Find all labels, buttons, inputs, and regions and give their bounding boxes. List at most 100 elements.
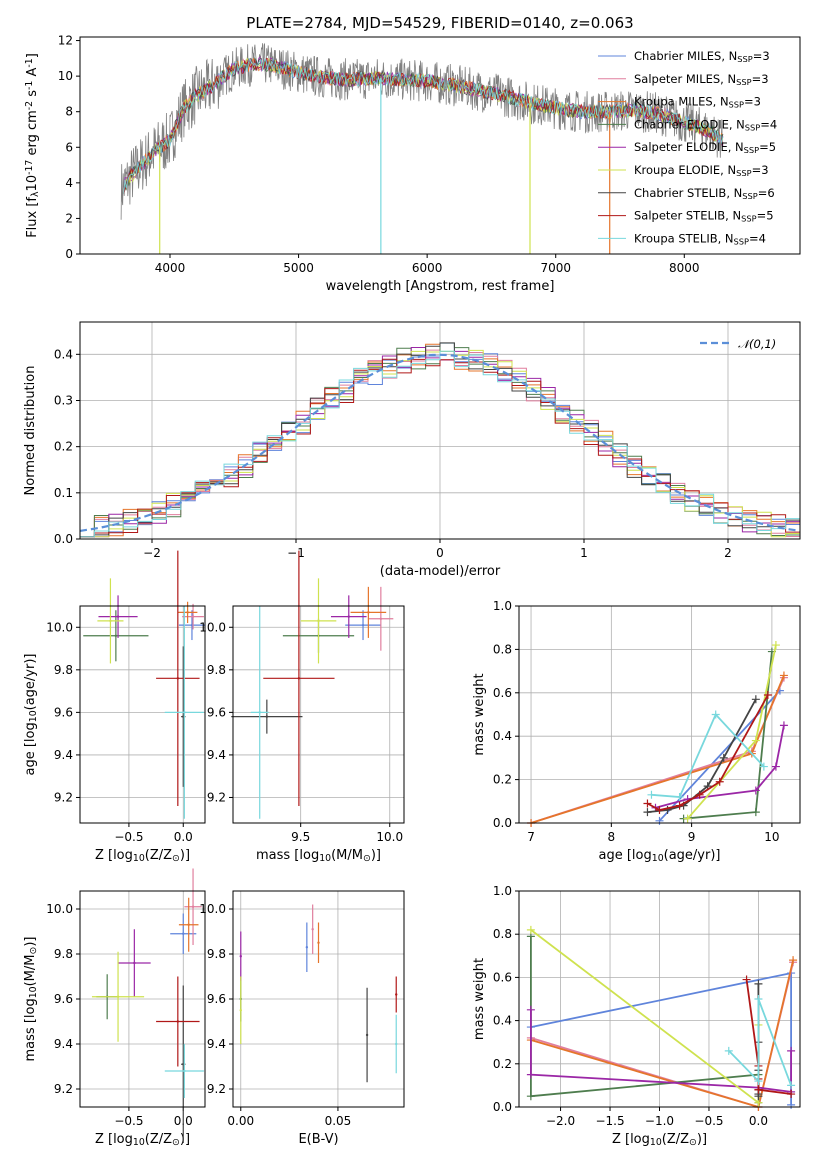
x-tick-label: −0.5 [114,830,143,844]
y-tick-label: 0.3 [54,393,73,407]
series-marker [742,975,751,984]
x-axis-label: E(B-V) [298,1132,338,1147]
data-point [395,993,398,996]
y-tick-label: 9.2 [54,790,73,804]
y-tick-label: 9.8 [54,947,73,961]
data-point [361,623,365,627]
series-marker [787,1081,796,1090]
series-marker [526,1070,535,1079]
series-marker [724,1046,733,1055]
series-marker [526,925,535,934]
series-marker [715,777,724,786]
series-marker [655,805,664,814]
y-tick-label: 10.0 [46,620,73,634]
data-point [365,1033,369,1037]
histogram-step [79,350,800,539]
y-tick-label: 0.8 [493,927,512,941]
legend-label: Chabrier ELODIE, NSSP=4 [634,117,777,132]
data-point [133,961,136,965]
series-marker [675,792,684,801]
series-marker [779,671,788,680]
series-line [651,712,765,798]
y-tick-label: 0.2 [493,1057,512,1071]
x-tick-label: 10.0 [376,830,403,844]
axes-frame [232,890,405,1108]
axes-frame [518,605,801,824]
y-axis-label: Flux [fλ10-17 erg cm-2 s-1 A-1] [24,53,41,238]
x-axis-label: Z [log10(Z/Z⊙)] [95,848,190,864]
series-line [728,998,792,1086]
series-marker [751,695,760,704]
y-tick-label: 9.4 [207,748,226,762]
series-marker [751,808,760,817]
legend-label: Kroupa STELIB, NSSP=4 [634,231,766,246]
y-tick-label: 9.8 [54,663,73,677]
y-tick-label: 2 [65,211,73,225]
series-marker [695,790,704,799]
x-tick-label: −1.0 [645,1114,674,1128]
series-marker [663,805,672,814]
y-tick-label: 9.4 [54,1037,73,1051]
x-tick-label: 0.05 [325,1114,352,1128]
data-point [265,715,269,718]
y-tick-label: 0.2 [493,773,512,787]
series-line [530,675,785,824]
y-tick-label: 10.0 [199,620,226,634]
series-marker [787,1100,796,1109]
y-axis-label: mass weight [472,958,487,1040]
series-marker [754,995,763,1003]
legend-label: Salpeter STELIB, NSSP=5 [634,209,774,224]
x-tick-label: −0.5 [694,1114,723,1128]
x-tick-label: 1 [580,546,588,560]
series-marker [763,690,772,699]
x-tick-label: 7 [527,830,535,844]
x-tick-label: 2 [724,546,732,560]
page-title: PLATE=2784, MJD=54529, FIBERID=0140, z=0… [246,14,633,32]
x-tick-label: 0.00 [227,1114,254,1128]
data-point [317,619,320,623]
y-tick-label: 0.4 [493,729,512,743]
series-marker [771,762,780,771]
series-marker [526,1005,535,1014]
x-tick-label: 0.0 [749,1114,768,1128]
series-line [530,971,792,1105]
series-marker [787,1090,796,1099]
y-tick-label: 9.4 [207,1037,226,1051]
axes-frame [79,890,206,1108]
series-marker [771,641,780,650]
data-point [258,711,261,714]
series-line [530,677,785,824]
series-marker [683,814,692,823]
x-tick-label: 0.0 [174,830,193,844]
y-tick-label: 9.4 [54,748,73,762]
x-tick-label: 4000 [155,261,186,275]
series-marker [526,1092,535,1101]
y-tick-label: 9.6 [54,992,73,1006]
data-point [191,905,195,908]
series-marker [759,762,768,771]
y-tick-label: 9.2 [207,790,226,804]
x-axis-label: mass [log10(M/M⊙)] [256,848,381,864]
x-tick-label: 10 [764,830,779,844]
y-tick-label: 10.0 [199,902,226,916]
series-marker [643,808,652,817]
data-point [347,615,350,618]
x-axis-label: age [log10(age/yr)] [599,848,721,864]
y-axis-label: mass [log10(M/M⊙)] [23,937,39,1062]
data-point [311,928,314,931]
y-tick-label: 0.0 [493,816,512,830]
data-point [239,955,242,958]
y-tick-label: 9.8 [207,947,226,961]
series-marker [719,753,728,762]
data-point [183,1069,186,1073]
model-spectrum-line [123,57,724,194]
normal-curve [79,353,801,532]
x-axis-label: Z [log10(Z/Z⊙)] [95,1132,190,1148]
model-spectrum-line [123,57,724,194]
series-marker [779,721,788,730]
data-point [182,932,185,935]
x-tick-label: 5000 [283,261,314,275]
series-marker [754,979,763,988]
series-marker [754,1085,763,1094]
